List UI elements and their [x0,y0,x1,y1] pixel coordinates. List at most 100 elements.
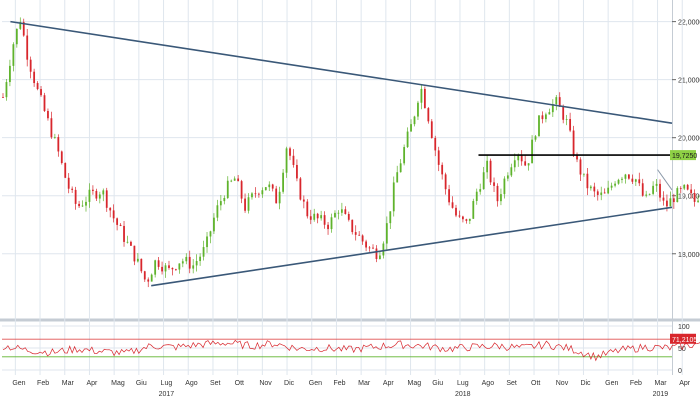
candle-body [555,97,558,105]
candle-body [437,150,440,165]
month-label: Nov [259,380,272,387]
candle-body [472,200,475,219]
candle-body [693,193,696,202]
candle-body [538,115,540,137]
candle-body [33,71,36,84]
candle-body [15,28,18,45]
candle-body [188,256,191,269]
candle-body [29,59,32,72]
year-label: 2018 [455,391,471,398]
candle-body [164,265,167,272]
candle-body [26,35,29,60]
candle-body [53,137,56,138]
candle-body [36,83,39,90]
candle-body [545,114,547,120]
rsi-tag-bg [670,333,696,344]
candle-body [444,174,447,190]
candle-body [112,210,115,219]
candle-body [448,189,450,203]
candle-body [136,258,139,262]
candle-body [645,194,648,196]
candle-body [289,148,291,156]
price-tick-label: 20,0000 [678,136,700,143]
candle-body [500,194,502,202]
candle-body [330,217,333,230]
candle-body [192,265,195,269]
candle-body [389,211,392,224]
candle-body [600,192,603,195]
candle-body [576,154,578,160]
candle-body [621,178,623,180]
candle-body [347,214,350,220]
candle-body [493,182,495,186]
candle-body [261,190,264,195]
candle-body [57,137,60,152]
candle-body [662,197,665,201]
candle-body [344,209,347,215]
candle-body [382,243,385,256]
candle-body [340,209,343,213]
candle-body [385,223,388,244]
candle-body [178,263,181,270]
candle-body [430,121,433,138]
candle-body [271,184,274,189]
candle-body [323,215,326,225]
candle-body [254,193,257,195]
price-tag-label: 19,7250 [672,153,697,160]
candle-body [569,119,572,131]
candle-body [676,188,679,203]
candle-body [123,225,125,242]
candle-body [486,160,489,173]
candle-body [209,231,212,237]
candle-body [531,139,533,164]
candle-body [140,258,143,272]
candle-body [64,163,67,178]
candle-body [147,279,150,282]
candle-body [251,193,253,198]
month-label: Mar [62,380,75,387]
candle-body [98,194,101,199]
candle-body [354,232,357,235]
candle-body [479,189,482,192]
candle-body [95,190,98,199]
price-tick-label: 22,0000 [678,20,700,27]
candle-body [230,180,233,182]
candle-body [216,205,219,218]
candle-body [548,112,551,115]
rsi-line [2,339,700,362]
candle-body [202,247,205,257]
candle-body [143,271,146,280]
candle-body [213,217,215,232]
candle-body [309,216,312,220]
candle-body [482,172,485,190]
candle-body [652,185,655,194]
month-label: Giu [432,380,443,387]
candle-body [40,89,42,96]
year-label: 2019 [653,391,669,398]
month-label: Dic [284,380,295,387]
month-label: Feb [630,380,642,387]
candle-body [562,106,565,120]
candle-body [78,203,80,207]
candle-body [638,179,641,184]
candle-body [392,182,395,212]
candle-body [2,97,4,98]
candle-body [372,247,374,249]
candle-body [399,163,402,173]
candle-body [285,148,288,173]
candle-body [327,224,329,230]
candle-body [672,198,675,203]
candle-body [458,215,461,217]
month-label: Apr [383,380,395,387]
lower-trendline [151,206,673,287]
candle-body [558,97,561,107]
price-tick-label: 19,0000 [678,194,700,201]
candle-body [296,164,298,179]
candle-body [88,189,91,202]
month-label: Set [506,380,517,387]
month-label: Ago [185,380,198,387]
candle-body [9,65,11,83]
candle-body [510,167,513,176]
rsi-tag-label: 71,2105 [672,337,697,344]
candle-body [320,215,323,219]
